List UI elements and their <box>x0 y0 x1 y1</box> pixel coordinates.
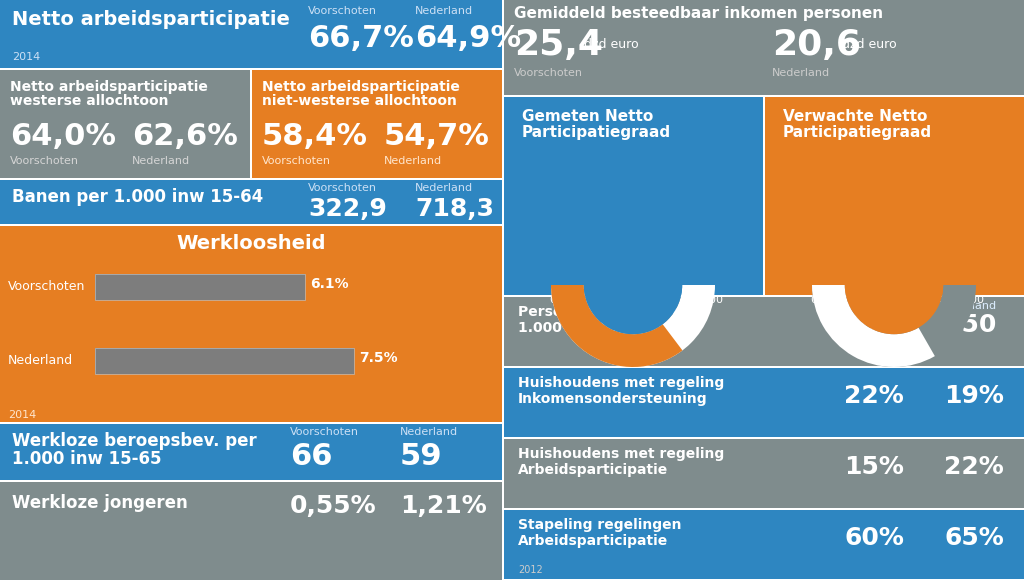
Text: Voorschoten: Voorschoten <box>308 183 377 193</box>
Text: Arbeidsparticipatie: Arbeidsparticipatie <box>518 463 669 477</box>
Text: 0,55%: 0,55% <box>290 494 377 518</box>
Text: Netto arbeidsparticipatie: Netto arbeidsparticipatie <box>10 80 208 94</box>
Text: Werkloosheid: Werkloosheid <box>176 234 326 253</box>
Text: Voorschoten: Voorschoten <box>8 280 85 293</box>
Text: 22%: 22% <box>944 455 1004 479</box>
Text: 20,6: 20,6 <box>772 28 861 62</box>
Text: Voorschoten: Voorschoten <box>262 156 331 166</box>
Bar <box>0 0 502 68</box>
Text: 718,3: 718,3 <box>415 197 494 221</box>
Wedge shape <box>812 285 976 367</box>
Text: 22%: 22% <box>844 384 904 408</box>
Bar <box>0 226 502 422</box>
Text: Inkomensondersteuning: Inkomensondersteuning <box>518 392 708 406</box>
Text: Werkloze beroepsbev. per: Werkloze beroepsbev. per <box>12 432 257 450</box>
Text: niet-westerse allochtoon: niet-westerse allochtoon <box>262 94 457 108</box>
Bar <box>95 274 305 300</box>
Text: 7.5%: 7.5% <box>358 351 397 365</box>
Bar <box>95 348 353 374</box>
Bar <box>0 424 502 480</box>
Text: 66.6: 66.6 <box>865 251 924 275</box>
Text: Gemeten Netto: Gemeten Netto <box>522 109 653 124</box>
Text: 66: 66 <box>290 442 333 471</box>
Text: 0: 0 <box>550 295 556 305</box>
Text: Voorschoten: Voorschoten <box>839 301 908 311</box>
Text: 60%: 60% <box>844 526 904 550</box>
Bar <box>0 70 250 178</box>
Text: 322,9: 322,9 <box>308 197 387 221</box>
Text: 150: 150 <box>944 313 996 337</box>
Bar <box>504 368 1024 437</box>
Bar <box>765 97 1024 295</box>
Text: Voorschoten: Voorschoten <box>290 427 359 437</box>
Bar <box>504 97 763 295</box>
Bar <box>252 70 502 178</box>
Text: Huishoudens met regeling: Huishoudens met regeling <box>518 447 724 461</box>
Text: 64,0%: 64,0% <box>10 122 116 151</box>
Text: 1,21%: 1,21% <box>400 494 486 518</box>
Text: westerse allochtoon: westerse allochtoon <box>10 94 169 108</box>
Text: Participatiegraad: Participatiegraad <box>783 125 932 140</box>
Text: Huishoudens met regeling: Huishoudens met regeling <box>518 376 724 390</box>
Text: 54,7%: 54,7% <box>384 122 489 151</box>
Text: Nederland: Nederland <box>132 156 190 166</box>
Text: 2012: 2012 <box>518 565 543 575</box>
Text: 62,6%: 62,6% <box>132 122 238 151</box>
Bar <box>0 482 502 580</box>
Text: Voorschoten: Voorschoten <box>10 156 79 166</box>
Text: 100: 100 <box>702 295 724 305</box>
Wedge shape <box>551 285 715 367</box>
Text: 65%: 65% <box>944 526 1004 550</box>
Text: dzd euro: dzd euro <box>584 38 639 51</box>
Wedge shape <box>584 236 682 334</box>
Text: Stapeling regelingen: Stapeling regelingen <box>518 518 682 532</box>
Text: Participatiegraad: Participatiegraad <box>522 125 671 140</box>
Text: 66,7%: 66,7% <box>308 24 414 53</box>
Text: 19%: 19% <box>944 384 1004 408</box>
Text: Voorschoten: Voorschoten <box>514 68 583 78</box>
Wedge shape <box>845 236 943 334</box>
Text: Voorschoten: Voorschoten <box>308 6 377 16</box>
Bar <box>95 274 305 300</box>
Text: Nederland: Nederland <box>939 301 997 311</box>
Text: dzd euro: dzd euro <box>842 38 897 51</box>
Text: 15%: 15% <box>844 455 904 479</box>
Text: 70.6: 70.6 <box>604 251 663 275</box>
Wedge shape <box>551 285 682 367</box>
Text: Banen per 1.000 inw 15-64: Banen per 1.000 inw 15-64 <box>12 188 263 206</box>
Text: Verwachte Netto: Verwachte Netto <box>783 109 928 124</box>
Text: 6.1%: 6.1% <box>310 277 349 291</box>
Text: 59: 59 <box>400 442 442 471</box>
Bar <box>504 0 1024 95</box>
Text: 99: 99 <box>844 313 879 337</box>
Bar <box>0 180 502 224</box>
Text: 58,4%: 58,4% <box>262 122 368 151</box>
Text: Personen uitkering per: Personen uitkering per <box>518 305 698 319</box>
Text: 2014: 2014 <box>8 410 36 420</box>
Text: Arbeidsparticipatie: Arbeidsparticipatie <box>518 534 669 548</box>
Text: Nederland: Nederland <box>772 68 830 78</box>
Text: Nederland: Nederland <box>415 183 473 193</box>
Text: Netto arbeidsparticipatie: Netto arbeidsparticipatie <box>262 80 460 94</box>
Bar <box>504 439 1024 508</box>
Text: 25,4: 25,4 <box>514 28 603 62</box>
Text: Gemiddeld besteedbaar inkomen personen: Gemiddeld besteedbaar inkomen personen <box>514 6 883 21</box>
Wedge shape <box>812 285 935 367</box>
Text: 2014: 2014 <box>12 52 40 62</box>
Text: 1.000 inw 15-65: 1.000 inw 15-65 <box>518 321 644 335</box>
Text: Netto arbeidsparticipatie: Netto arbeidsparticipatie <box>12 10 290 29</box>
Text: 64,9%: 64,9% <box>415 24 521 53</box>
Text: Nederland: Nederland <box>415 6 473 16</box>
Bar <box>504 510 1024 579</box>
Bar <box>504 297 1024 366</box>
Text: 1.000 inw 15-65: 1.000 inw 15-65 <box>12 450 162 468</box>
Text: 0: 0 <box>811 295 817 305</box>
Text: Nederland: Nederland <box>400 427 458 437</box>
Text: Nederland: Nederland <box>384 156 442 166</box>
Text: Nederland: Nederland <box>8 354 73 367</box>
Bar <box>95 348 353 374</box>
Text: Werkloze jongeren: Werkloze jongeren <box>12 494 187 512</box>
Text: 100: 100 <box>964 295 984 305</box>
